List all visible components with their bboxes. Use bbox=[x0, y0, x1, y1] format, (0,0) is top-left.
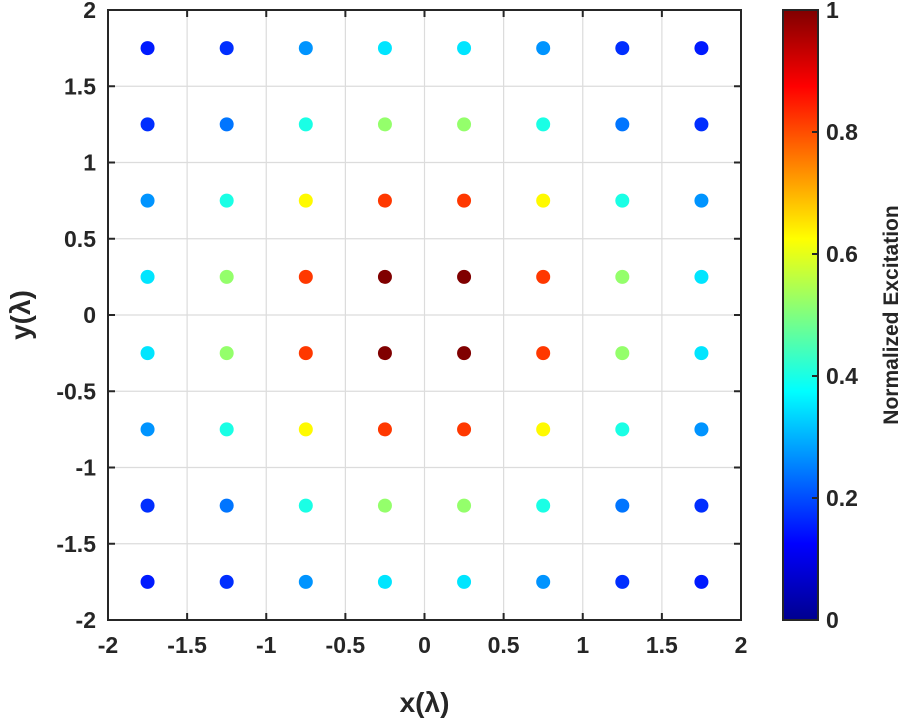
data-point bbox=[219, 41, 234, 56]
data-point bbox=[298, 193, 313, 208]
y-tick-label: 2 bbox=[83, 0, 96, 23]
data-point bbox=[298, 346, 313, 361]
data-point bbox=[377, 422, 392, 437]
data-point bbox=[615, 574, 630, 589]
data-points bbox=[140, 41, 709, 589]
data-point bbox=[536, 422, 551, 437]
data-point bbox=[377, 269, 392, 284]
data-point bbox=[377, 498, 392, 513]
data-point bbox=[219, 422, 234, 437]
data-point bbox=[536, 117, 551, 132]
data-point bbox=[140, 269, 155, 284]
x-tick-label: 0.5 bbox=[488, 632, 520, 658]
data-point bbox=[694, 346, 709, 361]
x-tick-label: 1.5 bbox=[646, 632, 678, 658]
data-point bbox=[536, 498, 551, 513]
x-tick-label: 1 bbox=[576, 632, 589, 658]
data-point bbox=[219, 117, 234, 132]
data-point bbox=[140, 193, 155, 208]
y-tick-label: -0.5 bbox=[56, 378, 96, 404]
y-tick-label: -1.5 bbox=[56, 531, 96, 557]
data-point bbox=[219, 269, 234, 284]
data-point bbox=[457, 422, 472, 437]
data-point bbox=[457, 346, 472, 361]
data-point bbox=[694, 422, 709, 437]
x-tick-label: -0.5 bbox=[326, 632, 366, 658]
y-tick-label: 0 bbox=[83, 302, 96, 328]
data-point bbox=[140, 422, 155, 437]
data-point bbox=[536, 346, 551, 361]
x-tick-label: 2 bbox=[735, 632, 748, 658]
data-point bbox=[457, 41, 472, 56]
data-point bbox=[536, 193, 551, 208]
data-point bbox=[694, 498, 709, 513]
data-point bbox=[615, 346, 630, 361]
data-point bbox=[140, 498, 155, 513]
data-point bbox=[298, 422, 313, 437]
colorbar-label: Normalized Excitation bbox=[880, 205, 900, 424]
data-point bbox=[457, 574, 472, 589]
colorbar-tick-label: 0.4 bbox=[826, 363, 858, 389]
data-point bbox=[615, 422, 630, 437]
data-point bbox=[536, 269, 551, 284]
data-point bbox=[694, 574, 709, 589]
data-point bbox=[298, 41, 313, 56]
x-tick-label: -1.5 bbox=[167, 632, 207, 658]
x-tick-label: -1 bbox=[256, 632, 277, 658]
y-tick-label: 1 bbox=[83, 150, 96, 176]
data-point bbox=[615, 498, 630, 513]
data-point bbox=[615, 193, 630, 208]
data-point bbox=[219, 193, 234, 208]
data-point bbox=[219, 346, 234, 361]
colorbar-tick-label: 1 bbox=[826, 0, 839, 23]
y-tick-label: 0.5 bbox=[64, 226, 96, 252]
data-point bbox=[457, 498, 472, 513]
data-point bbox=[219, 574, 234, 589]
data-point bbox=[457, 269, 472, 284]
colorbar bbox=[782, 9, 819, 621]
colorbar-tick-label: 0.8 bbox=[826, 119, 858, 145]
data-point bbox=[140, 346, 155, 361]
x-tick-label: -2 bbox=[98, 632, 118, 658]
x-axis-label: x(λ) bbox=[400, 687, 450, 718]
data-point bbox=[298, 574, 313, 589]
y-axis-label: y(λ) bbox=[5, 290, 36, 340]
grid-lines bbox=[107, 9, 742, 621]
data-point bbox=[140, 117, 155, 132]
data-point bbox=[298, 269, 313, 284]
data-point bbox=[457, 193, 472, 208]
data-point bbox=[377, 41, 392, 56]
data-point bbox=[615, 117, 630, 132]
data-point bbox=[377, 574, 392, 589]
data-point bbox=[536, 41, 551, 56]
data-point bbox=[694, 117, 709, 132]
y-tick-label: 1.5 bbox=[64, 73, 96, 99]
data-point bbox=[457, 117, 472, 132]
data-point bbox=[140, 41, 155, 56]
data-point bbox=[536, 574, 551, 589]
colorbar-tick-label: 0.2 bbox=[826, 485, 858, 511]
colorbar-ticks: 0 0.2 0.4 0.6 0.8 1 bbox=[812, 0, 858, 633]
data-point bbox=[377, 193, 392, 208]
data-point bbox=[694, 193, 709, 208]
data-point bbox=[615, 41, 630, 56]
data-point bbox=[140, 574, 155, 589]
y-tick-label: -2 bbox=[76, 607, 96, 633]
data-point bbox=[298, 498, 313, 513]
data-point bbox=[615, 269, 630, 284]
y-tick-label: -1 bbox=[76, 455, 97, 481]
data-point bbox=[377, 117, 392, 132]
data-point bbox=[694, 269, 709, 284]
colorbar-tick-label: 0.6 bbox=[826, 241, 858, 267]
data-point bbox=[377, 346, 392, 361]
data-point bbox=[219, 498, 234, 513]
data-point bbox=[298, 117, 313, 132]
x-tick-label: 0 bbox=[418, 632, 431, 658]
data-point bbox=[694, 41, 709, 56]
axis-ticks: -2 -1.5 -1 -0.5 0 0.5 1 1.5 2 -2 -1.5 -1 -0.5 0 0.5 1 1.… bbox=[56, 0, 747, 658]
colorbar-tick-label: 0 bbox=[826, 607, 839, 633]
